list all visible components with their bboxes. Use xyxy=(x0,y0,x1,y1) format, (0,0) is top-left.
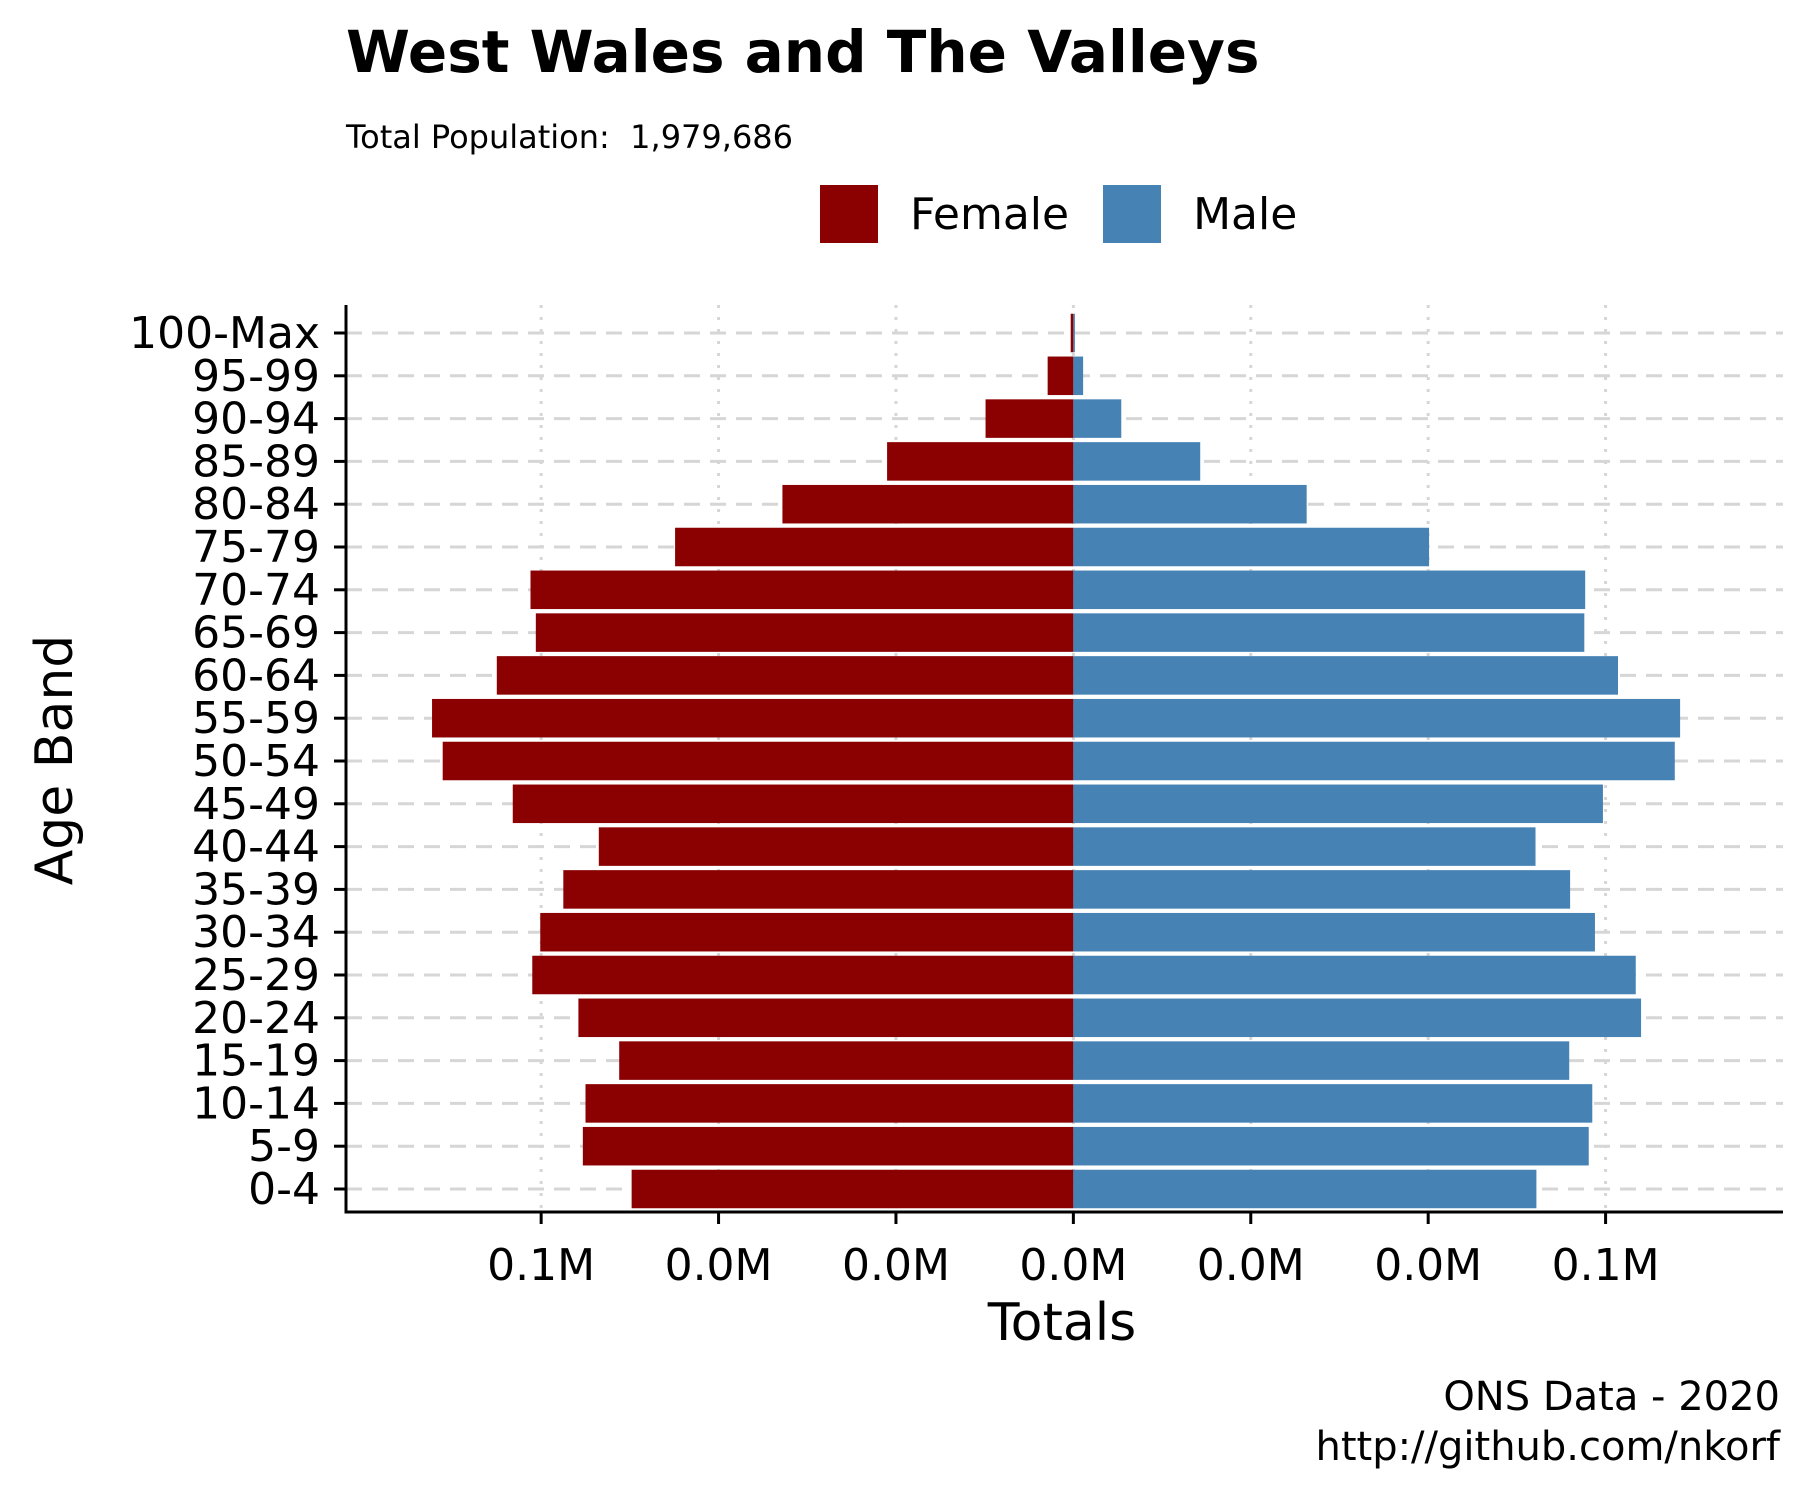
bar-female-35-39 xyxy=(563,870,1074,909)
y-tick-label: 70-74 xyxy=(192,565,320,616)
bar-female-60-64 xyxy=(496,656,1074,695)
y-tick-label: 40-44 xyxy=(192,822,320,873)
legend-swatch-male xyxy=(1103,185,1162,243)
y-tick-label: 95-99 xyxy=(192,351,320,402)
x-tick-label: 0.1M xyxy=(487,1240,595,1291)
y-tick-label: 100-Max xyxy=(129,308,320,359)
bar-male-95-99 xyxy=(1073,356,1084,396)
bar-female-25-29 xyxy=(532,955,1074,995)
bar-male-50-54 xyxy=(1073,741,1675,781)
y-tick-label: 35-39 xyxy=(192,864,320,915)
legend-label-female: Female xyxy=(910,188,1070,240)
bar-male-55-59 xyxy=(1073,698,1681,738)
y-tick-label: 10-14 xyxy=(192,1078,320,1129)
bar-female-65-69 xyxy=(535,613,1074,652)
caption: ONS Data - 2020 http://github.com/nkorf xyxy=(1315,1372,1780,1472)
bar-male-10-14 xyxy=(1073,1084,1593,1123)
chart-subtitle: Total Population: 1,979,686 xyxy=(346,118,794,156)
x-axis-title: Totals xyxy=(987,1293,1137,1353)
x-tick-label: 0.0M xyxy=(842,1240,950,1291)
caption-source: ONS Data - 2020 xyxy=(1443,1374,1780,1420)
bar-female-10-14 xyxy=(585,1084,1074,1123)
y-tick-label: 5-9 xyxy=(248,1121,320,1172)
legend-label-male: Male xyxy=(1193,188,1298,240)
bar-male-65-69 xyxy=(1073,613,1585,652)
x-tick-label: 0.0M xyxy=(1197,1240,1305,1291)
y-tick-label: 75-79 xyxy=(192,522,320,573)
bar-male-100-Max xyxy=(1073,313,1075,353)
y-tick-label: 55-59 xyxy=(192,693,320,744)
bar-female-95-99 xyxy=(1047,356,1074,396)
legend-swatch-female xyxy=(820,185,878,243)
bar-male-0-4 xyxy=(1073,1169,1537,1209)
bar-female-55-59 xyxy=(432,698,1074,738)
bar-female-15-19 xyxy=(619,1041,1074,1080)
bar-male-80-84 xyxy=(1073,484,1307,524)
y-tick-label: 80-84 xyxy=(192,479,320,530)
bar-female-45-49 xyxy=(512,784,1074,824)
bar-female-0-4 xyxy=(631,1169,1074,1209)
bar-female-70-74 xyxy=(530,570,1074,610)
caption-url: http://github.com/nkorf xyxy=(1315,1424,1780,1470)
y-tick-label: 20-24 xyxy=(192,993,320,1044)
y-tick-label: 65-69 xyxy=(192,608,320,659)
x-tick-label: 0.0M xyxy=(1374,1240,1482,1291)
bar-female-20-24 xyxy=(578,998,1074,1038)
bar-female-50-54 xyxy=(442,741,1074,781)
y-axis-title: Age Band xyxy=(25,635,85,886)
bar-female-40-44 xyxy=(598,827,1074,866)
legend: Female Male xyxy=(820,184,1331,244)
tick-labels: 0.1M 0.0M 0.0M 0.0M 0.0M 0.0M 0.1M 100-Max95-99… xyxy=(129,308,1659,1291)
bars xyxy=(432,313,1681,1209)
y-tick-label: 60-64 xyxy=(192,650,320,701)
bar-female-100-Max xyxy=(1070,313,1074,353)
bar-female-30-34 xyxy=(540,912,1074,952)
y-tick-label: 30-34 xyxy=(192,907,320,958)
bar-female-75-79 xyxy=(675,527,1074,567)
y-tick-label: 90-94 xyxy=(192,394,320,445)
x-tick-label: 0.1M xyxy=(1552,1240,1660,1291)
bar-male-45-49 xyxy=(1073,784,1603,824)
y-tick-label: 85-89 xyxy=(192,436,320,487)
x-tick-label: 0.0M xyxy=(665,1240,773,1291)
axes xyxy=(334,305,1783,1224)
bar-male-30-34 xyxy=(1073,912,1595,952)
bar-male-40-44 xyxy=(1073,827,1536,866)
bar-female-80-84 xyxy=(782,484,1074,524)
x-tick-label: 0.0M xyxy=(1019,1240,1127,1291)
bar-male-5-9 xyxy=(1073,1126,1589,1166)
bar-male-85-89 xyxy=(1073,442,1201,481)
bar-male-75-79 xyxy=(1073,527,1430,567)
bar-male-25-29 xyxy=(1073,955,1636,995)
bar-male-70-74 xyxy=(1073,570,1586,610)
bar-male-20-24 xyxy=(1073,998,1642,1038)
y-tick-label: 45-49 xyxy=(192,779,320,830)
bar-male-60-64 xyxy=(1073,656,1619,695)
bar-male-90-94 xyxy=(1073,399,1122,438)
bar-female-90-94 xyxy=(985,399,1074,438)
bar-male-35-39 xyxy=(1073,870,1571,909)
y-tick-label: 15-19 xyxy=(192,1036,320,1087)
y-tick-label: 0-4 xyxy=(248,1164,320,1215)
bar-female-5-9 xyxy=(582,1126,1074,1166)
y-tick-label: 50-54 xyxy=(192,736,320,787)
chart-title: West Wales and The Valleys xyxy=(346,18,1260,86)
bar-female-85-89 xyxy=(887,442,1074,481)
y-tick-label: 25-29 xyxy=(192,950,320,1001)
bar-male-15-19 xyxy=(1073,1041,1570,1080)
